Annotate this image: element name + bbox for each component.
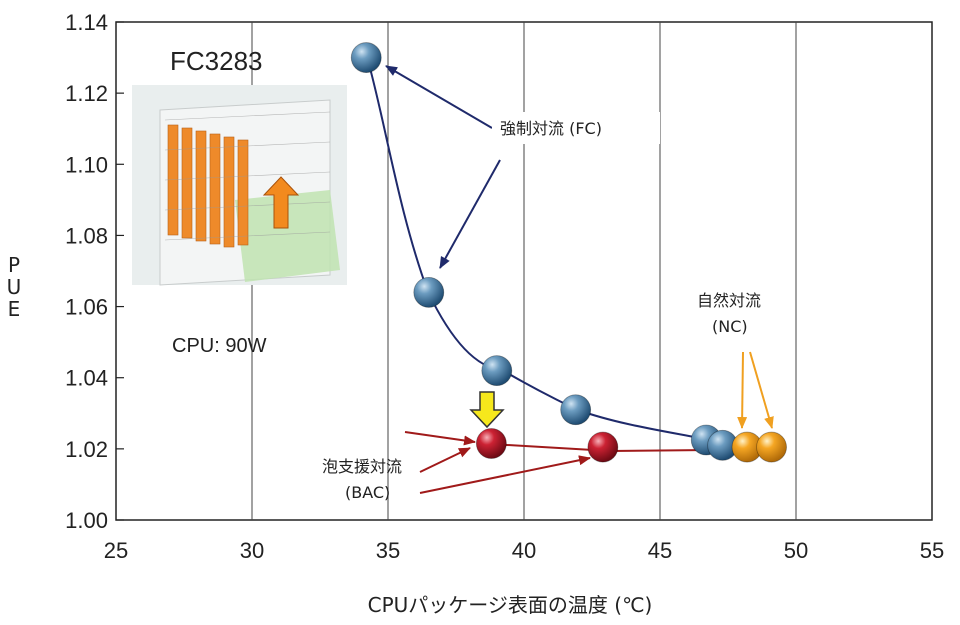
data-point-series-0 [350,42,382,73]
x-tick-label: 50 [784,538,808,563]
yellow-down-arrow-icon [469,391,505,429]
cpu-label: CPU: 90W [172,335,267,357]
y-tick-label: 1.00 [65,508,108,533]
bac-arrow-upper [404,431,476,446]
bac-arrow-lower [419,455,591,494]
y-tick-label: 1.10 [65,152,108,177]
model-label: FC3283 [170,46,263,76]
data-point-series-0 [560,394,592,426]
y-tick-label: 1.08 [65,223,108,248]
y-tick-label: 1.04 [65,366,108,391]
x-tick-label: 25 [104,538,128,563]
nc-arrow-right [749,351,774,429]
y-axis-title-letter: U [7,275,22,299]
y-axis-title-letter: E [8,297,21,321]
data-point-series-0 [413,276,445,308]
x-tick-label: 35 [376,538,400,563]
x-ticks: 25 30 35 40 45 50 55 [104,538,944,563]
data-points [350,42,787,463]
y-tick-label: 1.02 [65,437,108,462]
data-point-series-1 [587,431,619,463]
x-tick-label: 55 [920,538,944,563]
bac-annotation-line1: 泡支援対流 [322,457,402,476]
up-arrow-icon [262,176,300,229]
bac-arrow-upper-2 [419,447,471,473]
y-tick-label: 1.06 [65,295,108,320]
y-ticks: 1.00 1.02 1.04 1.06 1.08 1.10 1.12 1.14 [65,10,124,533]
data-point-series-1 [475,428,507,459]
fc-annotation: 強制対流 (FC) [500,119,602,138]
nc-arrow-left [737,351,748,429]
y-tick-label: 1.12 [65,81,108,106]
data-point-series-0 [481,355,513,387]
x-tick-label: 30 [240,538,264,563]
x-tick-label: 40 [512,538,536,563]
nc-annotation-line1: 自然対流 [697,291,761,310]
nc-annotation-line2: (NC) [712,317,748,336]
fc-arrow-upper [385,65,493,129]
data-point-series-2 [756,431,787,463]
fc3283-inset-illustration [132,85,347,286]
y-axis-title-letter: P [8,253,20,277]
fc-arrow-lower [439,159,501,269]
y-tick-label: 1.14 [65,10,108,35]
x-axis-title: CPUパッケージ表面の温度 (℃) [368,593,653,617]
bac-annotation-line2: (BAC) [345,483,390,502]
x-tick-label: 45 [648,538,672,563]
